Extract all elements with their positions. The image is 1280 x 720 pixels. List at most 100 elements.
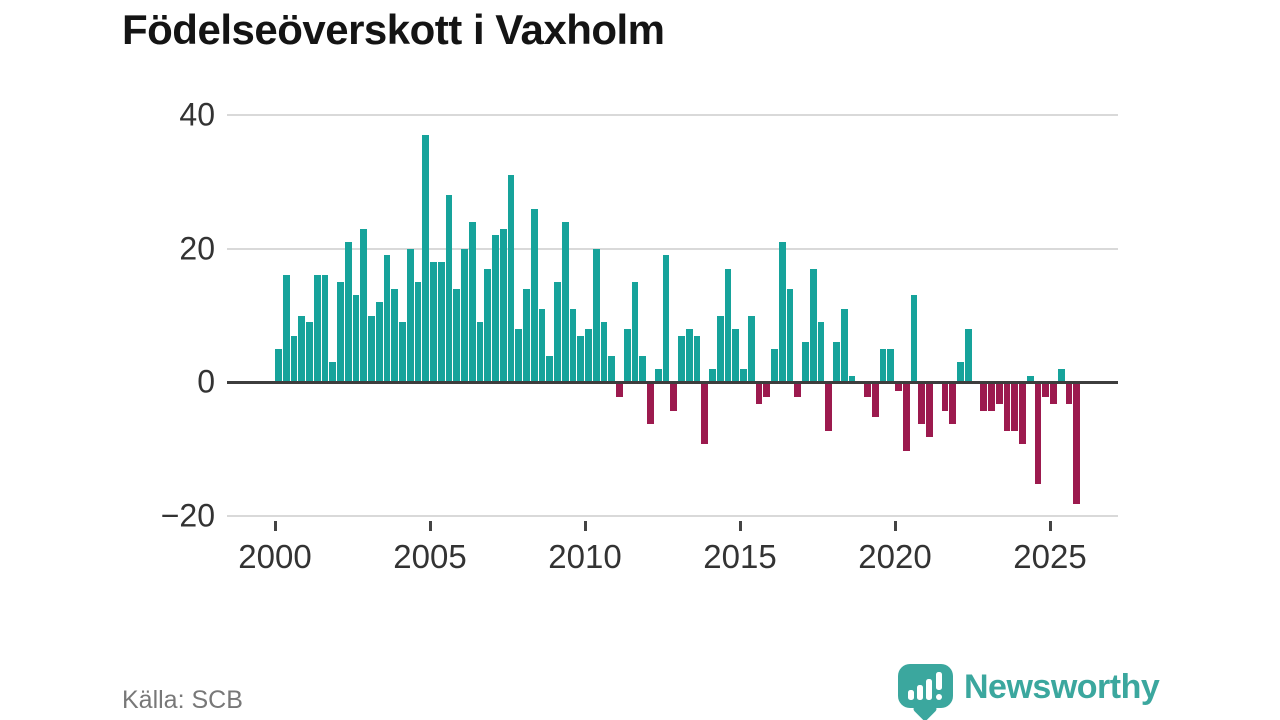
bar-2015Q2 [747, 315, 755, 383]
bar-2006Q1 [461, 248, 468, 383]
bar-2018Q1 [833, 342, 840, 383]
bar-2023Q2 [995, 383, 1003, 404]
bar-2000Q2 [282, 275, 290, 383]
bar-2012Q1 [647, 383, 654, 424]
bar-2020Q2 [902, 383, 910, 451]
bar-2017Q2 [809, 268, 817, 383]
bar-2009Q4 [577, 335, 585, 383]
bar-2000Q3 [290, 335, 298, 383]
bar-2025Q4 [1073, 383, 1081, 505]
bar-2001Q4 [329, 362, 337, 383]
bar-2021Q4 [949, 383, 957, 424]
bar-2001Q3 [321, 275, 329, 383]
bar-2005Q3 [445, 195, 453, 383]
newsworthy-logo: Newsworthy [898, 664, 1160, 720]
brand-name: Newsworthy [964, 668, 1160, 706]
bar-2003Q2 [375, 302, 383, 383]
bar-2013Q1 [678, 335, 685, 383]
bar-2019Q2 [871, 383, 879, 418]
bar-2021Q3 [941, 383, 949, 411]
bar-2013Q4 [701, 383, 709, 444]
bar-2008Q1 [523, 288, 530, 383]
gridline-40 [227, 114, 1118, 116]
bar-2014Q2 [716, 315, 724, 383]
bar-2009Q1 [554, 282, 561, 383]
bar-2022Q1 [957, 362, 964, 383]
bar-2004Q2 [406, 248, 414, 383]
bar-2011Q1 [616, 383, 623, 398]
bar-2006Q4 [484, 268, 492, 383]
x-tick-label-2015: 2015 [703, 538, 777, 575]
bar-2002Q3 [352, 295, 360, 383]
bar-2014Q4 [732, 328, 740, 383]
bar-2011Q4 [639, 355, 647, 383]
bar-2016Q1 [771, 348, 778, 383]
y-tick-label-−20: −20 [160, 497, 215, 534]
bar-2017Q4 [825, 383, 833, 431]
x-tick-label-2020: 2020 [858, 538, 932, 575]
bar-2013Q2 [685, 328, 693, 383]
logo-mini-bar-3 [926, 679, 932, 700]
bar-2011Q2 [623, 328, 631, 383]
y-tick-label-0: 0 [197, 363, 215, 400]
bar-2012Q4 [670, 383, 678, 411]
bar-2008Q2 [530, 208, 538, 383]
x-tick-2025 [1048, 521, 1052, 531]
bar-2025Q1 [1050, 383, 1057, 404]
bar-2022Q2 [964, 328, 972, 383]
x-tick-2020 [893, 521, 897, 531]
bar-2003Q4 [391, 288, 399, 383]
source-note: Källa: SCB [122, 686, 243, 714]
bar-2003Q3 [383, 255, 391, 383]
x-tick-2000 [273, 521, 277, 531]
gridline-−20 [227, 515, 1118, 517]
speech-bubble-tail [912, 696, 938, 720]
bar-2018Q2 [840, 308, 848, 383]
bar-2005Q1 [430, 262, 437, 383]
bar-2014Q3 [724, 268, 732, 383]
bar-2016Q3 [786, 288, 794, 383]
x-tick-label-2010: 2010 [548, 538, 622, 575]
bar-2010Q2 [592, 248, 600, 383]
bar-2001Q2 [313, 275, 321, 383]
y-tick-label-20: 20 [179, 230, 215, 267]
bar-2024Q4 [1042, 383, 1050, 398]
bar-2023Q3 [1003, 383, 1011, 431]
bar-2015Q3 [755, 383, 763, 404]
bar-2002Q1 [337, 282, 344, 383]
logo-exclamation-dot [936, 694, 942, 700]
bar-2011Q3 [631, 282, 639, 383]
bar-2010Q1 [585, 328, 592, 383]
bar-2017Q1 [802, 342, 809, 383]
bar-2024Q3 [1034, 383, 1042, 485]
bar-2013Q3 [693, 335, 701, 383]
bar-2001Q1 [306, 322, 313, 383]
bar-2004Q3 [414, 282, 422, 383]
bar-2012Q3 [662, 255, 670, 383]
bar-2025Q3 [1065, 383, 1073, 404]
bar-2002Q4 [360, 228, 368, 383]
bar-2000Q4 [298, 315, 306, 383]
x-tick-2015 [738, 521, 742, 531]
bar-chart-speech-bubble-icon [898, 664, 953, 720]
bar-2023Q4 [1011, 383, 1019, 431]
chart-title: Födelseöverskott i Vaxholm [122, 6, 665, 53]
bar-2003Q1 [368, 315, 375, 383]
x-tick-label-2025: 2025 [1013, 538, 1087, 575]
bar-2007Q4 [515, 328, 523, 383]
bar-2007Q3 [507, 175, 515, 383]
bar-2018Q3 [848, 375, 856, 383]
bar-2016Q2 [778, 241, 786, 383]
bar-2005Q2 [437, 262, 445, 383]
bar-2020Q1 [895, 383, 902, 391]
bar-2019Q4 [887, 348, 895, 383]
bar-2000Q1 [275, 348, 282, 383]
bar-2015Q4 [763, 383, 771, 398]
bar-2020Q4 [918, 383, 926, 424]
x-tick-label-2000: 2000 [238, 538, 312, 575]
bar-2004Q1 [399, 322, 406, 383]
bar-2009Q2 [561, 221, 569, 383]
bar-2007Q2 [499, 228, 507, 383]
bar-2019Q1 [864, 383, 871, 398]
plot-area [227, 114, 1118, 517]
